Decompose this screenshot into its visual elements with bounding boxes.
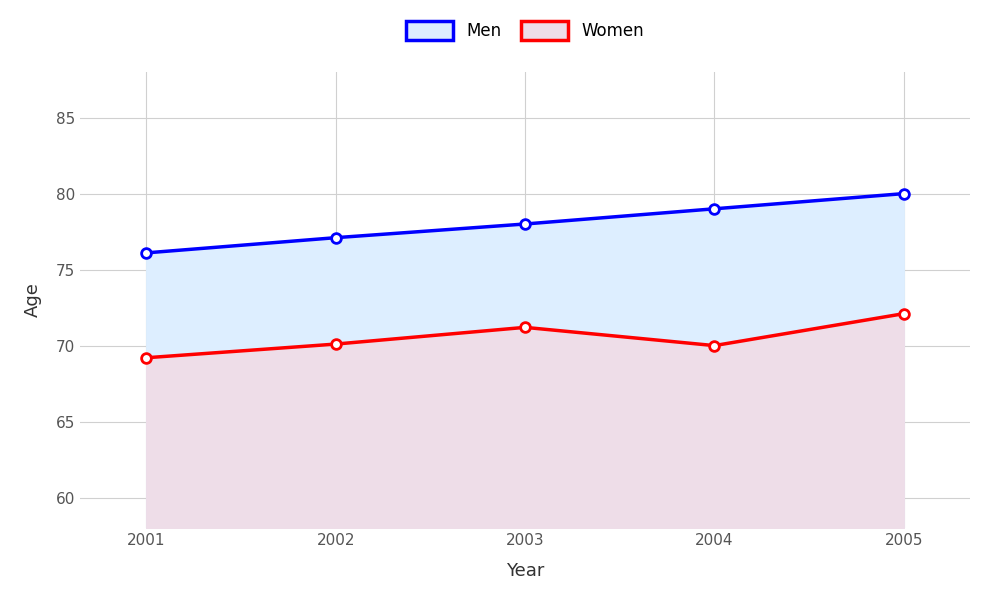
Y-axis label: Age: Age [24,283,42,317]
Legend: Men, Women: Men, Women [406,21,644,40]
X-axis label: Year: Year [506,562,544,580]
